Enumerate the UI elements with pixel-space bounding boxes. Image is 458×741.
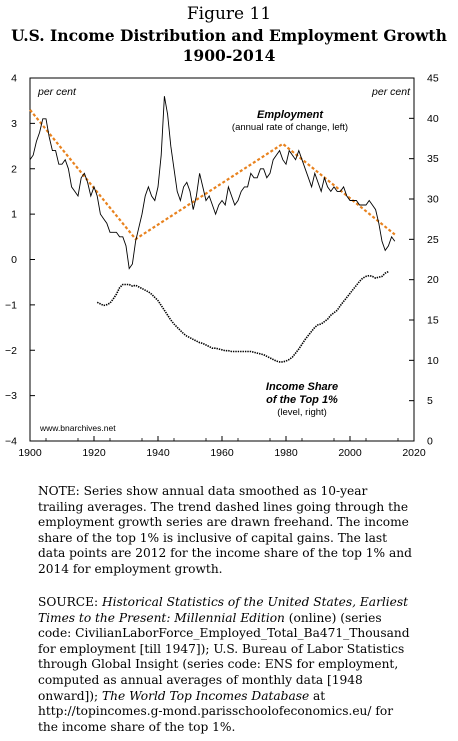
watermark: www.bnarchives.net [39,423,116,433]
left-axis-label: per cent [37,86,77,98]
note-text: NOTE: Series show annual data smoothed a… [38,484,412,576]
x-tick-label: 2020 [402,447,426,459]
x-tick-label: 2000 [338,447,362,459]
income-share-label-1: Income Share [266,381,338,393]
right-tick-label: 0 [427,436,433,448]
title-line-2: 1900-2014 [182,46,276,65]
left-tick-label: 2 [11,163,17,175]
income-share-label-2: of the Top 1% [266,394,338,406]
left-tick-label: −3 [5,390,17,402]
figure-title: U.S. Income Distribution and Employment … [0,26,458,66]
x-tick-label: 1920 [82,447,106,459]
left-tick-label: −1 [5,299,17,311]
employment-label: Employment [257,109,324,121]
left-tick-label: −2 [5,345,17,357]
source-part-1: (online) (series code: CivilianLaborForc… [38,610,410,703]
left-tick-label: 0 [11,254,17,266]
left-tick-label: 3 [11,118,17,130]
x-tick-label: 1940 [146,447,170,459]
right-tick-label: 10 [427,355,439,367]
employment-series-line [29,96,396,270]
source-prefix: SOURCE: [38,595,102,609]
right-tick-label: 20 [427,274,439,286]
left-tick-label: 1 [11,209,17,221]
x-tick-label: 1980 [274,447,298,459]
left-axis: 4 3 2 1 0 −1 −2 −3 −4 [5,73,35,448]
plot-frame [29,77,415,442]
right-axis-label: per cent [371,86,411,98]
left-tick-label: −4 [5,436,17,448]
figure-label: Figure 11 [186,4,272,24]
income-share-series-line [96,270,389,363]
right-axis: 45 40 35 30 25 20 15 10 5 0 [409,73,439,448]
title-line-1: U.S. Income Distribution and Employment … [11,26,447,45]
x-tick-label: 1900 [18,447,42,459]
employment-sublabel: (annual rate of change, left) [232,122,348,133]
x-axis: 1900 1920 1940 1960 1980 2000 2020 [18,436,426,459]
source-title-2: The World Top Incomes Database [102,688,310,703]
source-paragraph: SOURCE: Historical Statistics of the Uni… [38,595,416,735]
right-tick-label: 35 [427,153,439,165]
source-part-2: at http://topincomes.g-mond.parisschoolo… [38,688,394,734]
income-share-sublabel: (level, right) [277,407,327,418]
right-tick-label: 15 [427,315,439,327]
right-tick-label: 30 [427,194,439,206]
right-tick-label: 40 [427,113,439,125]
x-tick-label: 1960 [210,447,234,459]
source-title-1: Historical Statistics of the United Stat… [38,595,409,625]
right-tick-label: 5 [427,395,433,407]
right-tick-label: 45 [427,73,439,85]
note-paragraph: NOTE: Series show annual data smoothed a… [38,484,416,578]
left-tick-label: 4 [11,73,17,85]
right-tick-label: 25 [427,234,439,246]
trend-dashed-line [29,109,396,241]
